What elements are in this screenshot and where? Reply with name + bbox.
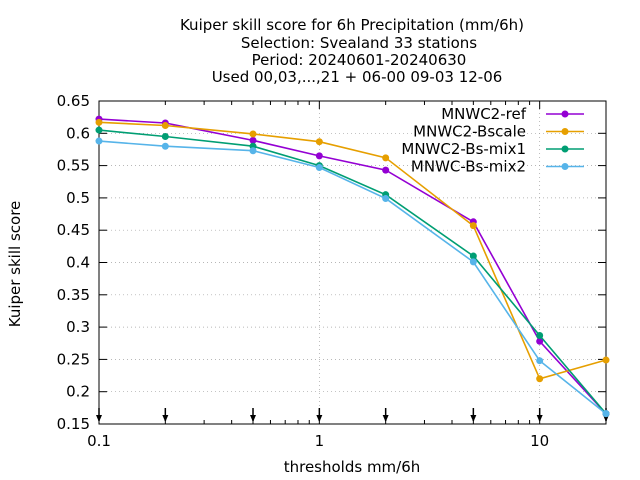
data-point <box>249 130 257 138</box>
legend-label: MNWC2-Bs-mix1 <box>401 140 526 158</box>
y-tick-label: 0.45 <box>57 221 90 239</box>
series-mnwc2-ref <box>95 115 610 418</box>
threshold-marker-head <box>250 415 257 422</box>
data-point <box>249 136 257 144</box>
series-line <box>98 121 607 380</box>
y-tick-label: 0.5 <box>66 189 90 207</box>
plot-frame <box>98 100 607 425</box>
y-axis-label: Kuiper skill score <box>6 201 24 328</box>
data-point <box>249 147 257 155</box>
series-mnwc2-bscale <box>95 118 610 383</box>
y-tick-label: 0.65 <box>57 92 90 110</box>
series-line <box>98 118 607 415</box>
data-point <box>536 375 544 383</box>
axes: 0.15 0.2 0.25 0.3 0.35 0.4 0.45 0.5 0.55 0.6 0.65 0… <box>57 92 607 450</box>
data-point <box>95 118 103 126</box>
threshold-marker-head <box>162 415 169 422</box>
series-layer <box>95 115 610 418</box>
threshold-marker-head <box>316 415 323 422</box>
y-tick-label: 0.3 <box>66 318 90 336</box>
legend-label: MNWC2-ref <box>441 105 526 123</box>
series-mnwc-bs-mix2 <box>95 137 610 418</box>
x-tick-label: 1 <box>315 432 325 450</box>
legend-entry: MNWC2-Bs-mix1 <box>401 140 584 158</box>
legend-entry: MNWC2-Bscale <box>413 123 584 141</box>
legend-label: MNWC2-Bscale <box>413 123 526 141</box>
series-line <box>98 129 607 415</box>
grid <box>99 101 606 424</box>
threshold-markers <box>96 408 609 422</box>
data-point <box>469 258 477 266</box>
y-tick-label: 0.15 <box>57 415 90 433</box>
x-tick-label: 0.1 <box>87 432 111 450</box>
data-point <box>536 331 544 339</box>
legend-marker <box>561 110 569 118</box>
data-point <box>536 357 544 365</box>
x-tick-label: 10 <box>530 432 549 450</box>
data-point <box>602 410 610 418</box>
legend: MNWC2-refMNWC2-BscaleMNWC2-Bs-mix1MNWC-B… <box>401 105 584 176</box>
data-point <box>536 337 544 345</box>
data-point <box>315 152 323 160</box>
data-point <box>469 252 477 260</box>
y-tick-label: 0.55 <box>57 157 90 175</box>
legend-entry: MNWC-Bs-mix2 <box>411 158 584 176</box>
data-point <box>161 133 169 141</box>
data-point <box>161 122 169 130</box>
data-point <box>382 154 390 162</box>
legend-entry: MNWC2-ref <box>441 105 584 123</box>
series-mnwc2-bs-mix1 <box>95 126 610 418</box>
threshold-marker-head <box>536 415 543 422</box>
y-tick-label: 0.6 <box>66 124 90 142</box>
data-point <box>315 164 323 172</box>
threshold-marker-head <box>382 415 389 422</box>
title-line-1: Kuiper skill score for 6h Precipitation … <box>180 16 524 34</box>
legend-marker <box>561 163 569 170</box>
x-axis-label: thresholds mm/6h <box>284 458 421 476</box>
data-point <box>95 137 103 145</box>
y-tick-label: 0.25 <box>57 350 90 368</box>
legend-marker <box>561 145 569 153</box>
y-tick-label: 0.2 <box>66 383 90 401</box>
title-line-4: Used 00,03,...,21 + 06-00 09-03 12-06 <box>212 68 503 86</box>
chart-title: Kuiper skill score for 6h Precipitation … <box>180 16 524 86</box>
legend-label: MNWC-Bs-mix2 <box>411 158 526 176</box>
title-line-3: Period: 20240601-20240630 <box>252 51 467 69</box>
data-point <box>315 138 323 146</box>
data-point <box>469 222 477 230</box>
title-line-2: Selection: Svealand 33 stations <box>241 34 477 52</box>
y-tick-label: 0.4 <box>66 254 90 272</box>
series-line <box>98 140 607 415</box>
data-point <box>95 126 103 134</box>
threshold-marker-head <box>470 415 477 422</box>
data-point <box>382 166 390 174</box>
data-point <box>161 142 169 150</box>
threshold-marker-head <box>96 415 102 422</box>
data-point <box>602 356 610 364</box>
legend-marker <box>561 128 569 135</box>
y-tick-label: 0.35 <box>57 286 90 304</box>
data-point <box>382 195 390 203</box>
